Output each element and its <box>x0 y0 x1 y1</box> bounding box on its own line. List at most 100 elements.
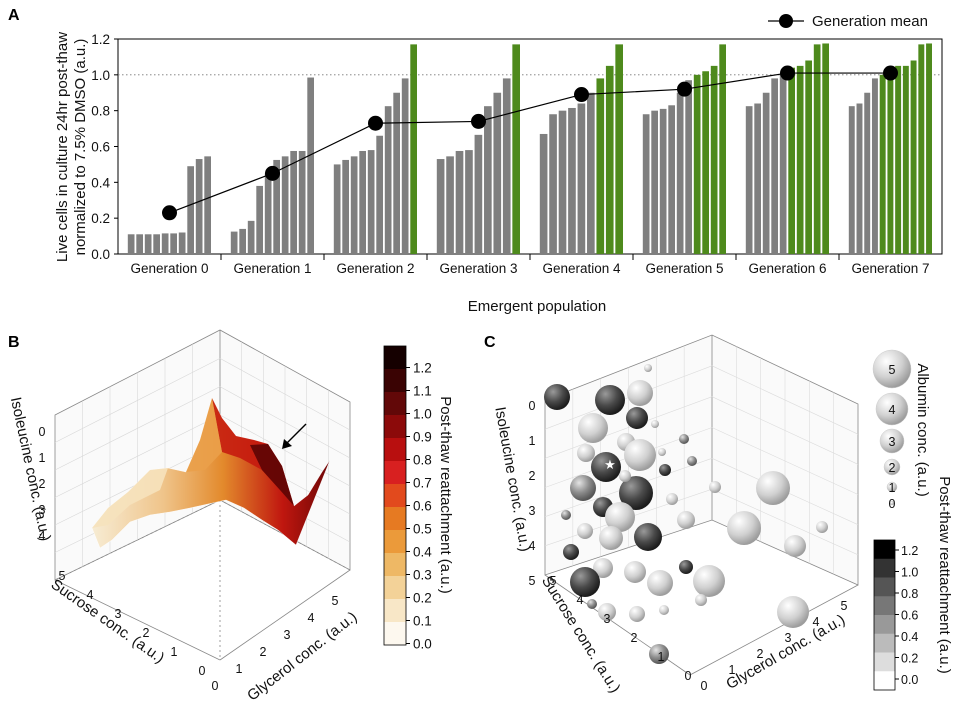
bubble <box>598 603 616 621</box>
colorbar-tick-label: 1.2 <box>413 361 432 376</box>
bar <box>745 106 753 254</box>
x-tick-label: Generation 4 <box>542 261 621 276</box>
bubble <box>619 470 631 482</box>
bubble <box>561 510 571 520</box>
colorbar-segment <box>384 392 406 416</box>
legend-mean-label: Generation mean <box>812 13 928 30</box>
bubble <box>687 456 697 466</box>
size-legend-label: 1 <box>889 481 896 495</box>
y-tick-label: 4 <box>87 588 94 602</box>
colorbar-tick-label: 1.0 <box>901 566 918 580</box>
x-tick-label: Generation 6 <box>748 261 826 276</box>
colorbar-segment <box>874 615 895 635</box>
bar <box>762 92 770 254</box>
bar <box>367 150 375 254</box>
panel-c-letter: C <box>484 334 496 351</box>
bubble <box>695 594 707 606</box>
x-tick-label: Generation 3 <box>439 261 517 276</box>
x-tick-label: 5 <box>841 599 848 613</box>
colorbar-tick-label: 1.0 <box>413 407 432 422</box>
bar <box>754 103 761 254</box>
bubble <box>591 452 621 482</box>
bubble <box>649 644 669 664</box>
bubble <box>784 535 806 557</box>
colorbar-segment <box>874 558 895 578</box>
bar <box>926 43 932 254</box>
panel-c-colorbar: 1.2 1.0 0.8 0.6 0.4 0.2 0.0 <box>873 539 918 691</box>
bubble <box>593 558 613 578</box>
bar <box>195 159 203 254</box>
x-tick-label: 0 <box>212 679 219 693</box>
colorbar-segment <box>874 577 895 597</box>
bubble <box>777 596 809 628</box>
bubble <box>544 384 570 410</box>
bar <box>256 185 263 254</box>
bubble <box>577 444 595 462</box>
mean-point <box>265 165 280 181</box>
y-tick-label: 1.0 <box>91 68 110 83</box>
z-tick-label: 1 <box>529 434 536 448</box>
size-legend-label: 0 <box>889 497 896 511</box>
bubble <box>605 502 635 532</box>
colorbar-tick-label: 0.2 <box>413 591 432 606</box>
bar <box>539 133 548 254</box>
mean-point <box>368 115 383 131</box>
bar <box>333 164 341 254</box>
bar <box>710 65 718 254</box>
bar <box>577 103 586 254</box>
colorbar-tick-label: 0.5 <box>413 522 432 537</box>
bubble <box>659 605 669 615</box>
bubble <box>577 523 593 539</box>
bar <box>401 78 409 255</box>
panel-c-zlabel: Isoleucine conc. (a.u.) <box>491 405 533 552</box>
bar <box>549 114 557 254</box>
bubble <box>599 526 623 550</box>
z-tick-label: 0 <box>39 425 46 439</box>
mean-point <box>883 65 898 81</box>
bubble <box>570 475 596 501</box>
y-tick-label: 0 <box>199 664 206 678</box>
bar <box>187 166 194 254</box>
mean-point <box>162 205 177 221</box>
bar <box>651 110 658 255</box>
colorbar-tick-label: 0.0 <box>413 637 432 652</box>
mean-line <box>169 72 891 214</box>
bar <box>144 234 152 254</box>
y-tick-label: 1.2 <box>91 32 110 47</box>
colorbar-tick-label: 0.1 <box>413 614 432 629</box>
bar <box>136 234 143 254</box>
bar <box>871 78 878 255</box>
colorbar-segment <box>384 415 406 439</box>
bar <box>813 44 821 254</box>
x-tick-label: 5 <box>332 594 339 608</box>
bar <box>788 67 795 255</box>
colorbar-tick-label: 0.7 <box>413 476 432 491</box>
bubble <box>679 434 689 444</box>
panel-b-max-arrow <box>282 423 307 449</box>
bar <box>127 234 135 254</box>
bar <box>596 78 605 255</box>
bar <box>161 233 169 254</box>
colorbar-segment <box>384 599 406 623</box>
bar <box>153 234 160 254</box>
bar <box>918 44 925 254</box>
colorbar-tick-label: 0.6 <box>413 499 432 514</box>
y-tick-label: 3 <box>115 607 122 621</box>
x-tick-label: 2 <box>757 647 764 661</box>
colorbar-segment <box>384 507 406 531</box>
panel-c-bubbles <box>544 364 828 664</box>
y-tick-label: 5 <box>59 569 66 583</box>
x-tick-label: Generation 5 <box>645 261 723 276</box>
size-legend-label: 4 <box>889 403 896 417</box>
bar <box>436 159 445 254</box>
y-tick-label: 0.0 <box>91 247 110 262</box>
y-tick-label: 0.4 <box>91 175 110 190</box>
bar <box>178 232 186 254</box>
bubble <box>626 407 648 429</box>
bar <box>685 80 692 254</box>
grid-line <box>711 488 859 556</box>
mean-point <box>780 65 795 81</box>
size-legend-bubble <box>886 481 898 493</box>
bubble <box>756 471 790 505</box>
